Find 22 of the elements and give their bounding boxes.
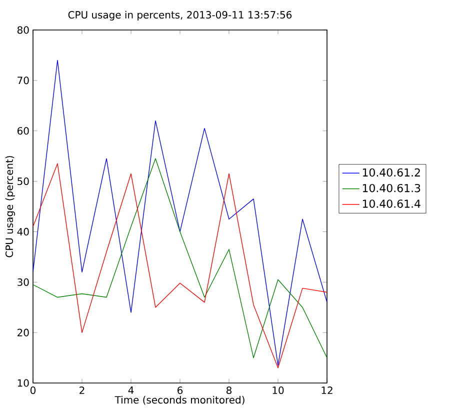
y-axis-title: CPU usage (percent) bbox=[5, 156, 15, 258]
y-tick-label: 70 bbox=[18, 76, 29, 84]
y-tick-label: 60 bbox=[18, 127, 29, 135]
x-tick-label: 6 bbox=[178, 386, 183, 394]
x-tick-label: 10 bbox=[272, 386, 284, 394]
legend-label: 10.40.61.4 bbox=[362, 200, 420, 208]
x-tick-label: 2 bbox=[80, 386, 84, 394]
chart-title: CPU usage in percents, 2013-09-11 13:57:56 bbox=[68, 10, 292, 21]
y-tick-label: 10 bbox=[18, 379, 29, 387]
legend-label: 10.40.61.3 bbox=[362, 184, 420, 192]
y-tick-label: 20 bbox=[18, 328, 29, 336]
x-tick-label: 12 bbox=[322, 386, 332, 394]
x-tick-label: 4 bbox=[128, 386, 134, 394]
y-tick-label: 80 bbox=[17, 26, 29, 34]
line-series bbox=[33, 60, 328, 366]
legend-label: 10.40.61.2 bbox=[362, 168, 420, 177]
x-tick-label: 8 bbox=[226, 386, 232, 394]
x-axis-title: Time (seconds monitored) bbox=[114, 396, 244, 405]
y-tick-label: 50 bbox=[18, 178, 29, 186]
y-tick-label: 30 bbox=[18, 278, 29, 286]
y-tick-label: 40 bbox=[17, 228, 29, 236]
x-tick-label: 0 bbox=[30, 386, 36, 394]
